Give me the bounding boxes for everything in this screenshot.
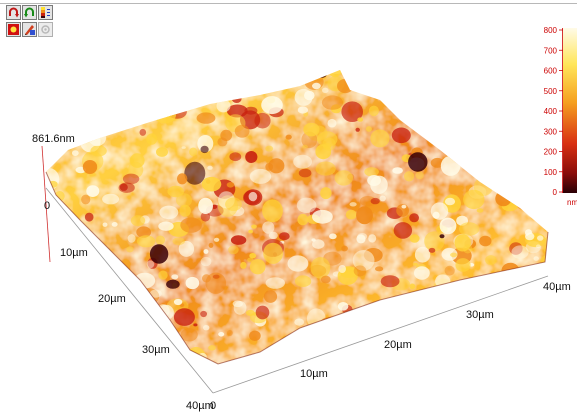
surface-edge <box>45 171 549 365</box>
color-scale-tick-label: 700 <box>544 46 558 55</box>
color-scale-unit-label: nm <box>567 198 577 207</box>
z-axis-max-label: 861.6nm <box>32 133 75 145</box>
rotate-left-icon <box>9 7 19 18</box>
color-scale-tick-label: 100 <box>544 168 558 177</box>
left-axis-ticks: 10µm 20µm 30µm <box>60 247 170 356</box>
color-scale-icon <box>41 7 50 18</box>
settings-button[interactable] <box>38 22 53 37</box>
rotate-right-button[interactable] <box>22 5 37 20</box>
settings-icon <box>41 25 50 34</box>
light-source-icon <box>8 24 19 35</box>
color-scale-tick-label: 300 <box>544 127 558 136</box>
palette-icon <box>25 25 35 35</box>
color-scale-bar: 800 700 600 500 400 300 200 100 0 nm <box>544 26 577 207</box>
color-scale-tick-label: 200 <box>544 148 558 157</box>
left-axis-tick-label: 20µm <box>98 293 126 305</box>
color-scale-tick-label: 500 <box>544 87 558 96</box>
front-axis-start-label: 0 <box>210 400 216 412</box>
palette-button[interactable] <box>22 22 37 37</box>
front-axis-ticks: 10µm 20µm 30µm <box>300 309 494 380</box>
color-scale-tick-label: 800 <box>544 26 558 35</box>
color-scale-tick-label: 600 <box>544 67 558 76</box>
front-axis-tick-label: 10µm <box>300 368 328 380</box>
color-scale-gradient <box>563 28 577 193</box>
front-axis-end-label: 40µm <box>543 281 571 293</box>
color-scale-tick-label: 400 <box>544 107 558 116</box>
z-axis-line <box>41 145 51 263</box>
color-scale-button[interactable] <box>38 5 53 20</box>
rotate-right-icon <box>24 7 34 18</box>
z-axis-zero-label: 0 <box>44 200 50 212</box>
front-axis-tick-label: 20µm <box>384 339 412 351</box>
top-divider <box>0 3 577 4</box>
left-axis-tick-label: 30µm <box>142 344 170 356</box>
axis-lines <box>45 187 549 394</box>
front-axis-tick-label: 30µm <box>466 309 494 321</box>
rotate-left-button[interactable] <box>6 5 21 20</box>
left-axis-tick-label: 10µm <box>60 247 88 259</box>
color-scale-tick-label: 0 <box>553 188 558 197</box>
light-source-button[interactable] <box>6 22 21 37</box>
view-toolbar <box>6 5 54 38</box>
left-axis-end-label: 40µm <box>186 400 214 412</box>
